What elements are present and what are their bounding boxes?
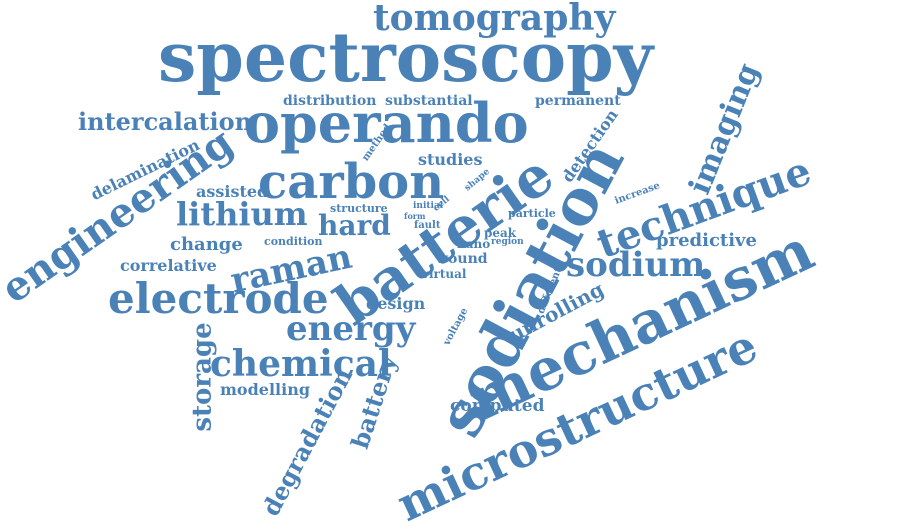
word-virtual: virtual <box>422 267 467 281</box>
word-substantial: substantial <box>385 93 473 109</box>
word-fault: fault <box>414 220 441 231</box>
word-nano: nano <box>457 237 491 251</box>
word-region: region <box>491 237 524 247</box>
word-correlative: correlative <box>120 256 217 275</box>
word-condition: condition <box>264 235 323 248</box>
word-initial: initial <box>413 201 444 211</box>
word-wound: wound <box>436 251 488 267</box>
word-sodium: sodium <box>566 245 706 285</box>
word-particle: particle <box>508 207 556 220</box>
word-chemical: chemical <box>210 343 392 385</box>
word-structure: structure <box>330 202 388 215</box>
word-predictive: predictive <box>656 230 757 251</box>
word-hard: hard <box>318 209 391 242</box>
word-carbon: carbon <box>258 154 445 210</box>
word-tomography: tomography <box>373 0 616 39</box>
word-change: change <box>170 234 243 255</box>
word-spectroscopy: spectroscopy <box>158 18 654 98</box>
word-form: form <box>404 211 426 221</box>
word-distribution: distribution <box>283 93 377 109</box>
word-assisted: assisted <box>196 182 269 201</box>
word-computed: computed <box>450 396 545 416</box>
word-lithium: lithium <box>176 195 308 233</box>
word-studies: studies <box>418 150 483 169</box>
word-energy: energy <box>286 309 416 349</box>
word-peak: peak <box>484 226 517 240</box>
word-modelling: modelling <box>220 380 311 399</box>
word-design: design <box>366 294 426 313</box>
word-electrode: electrode <box>108 274 329 323</box>
word-permanent: permanent <box>535 93 621 109</box>
word-intercalation: intercalation <box>78 107 253 136</box>
word-operando: operando <box>244 91 529 155</box>
